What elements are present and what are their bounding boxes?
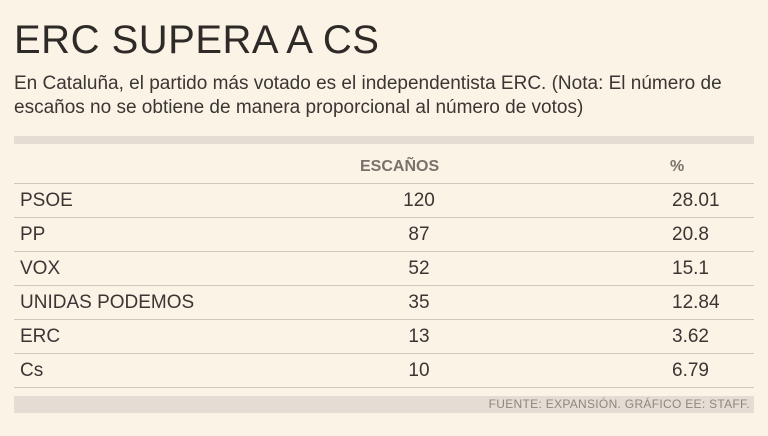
party-name: PP [14, 217, 344, 252]
percent-value: 3.62 [494, 319, 754, 354]
party-name: ERC [14, 319, 344, 354]
chart-subtitle: En Cataluña, el partido más votado es el… [14, 73, 722, 118]
seats-value: 13 [344, 319, 494, 354]
chart-title: ERC SUPERA A CS [14, 18, 380, 62]
table-header: ESCAÑOS % [14, 154, 754, 182]
party-name: PSOE [14, 183, 344, 218]
seats-value: 87 [344, 217, 494, 252]
source-footer: FUENTE: EXPANSIÓN. GRÁFICO EE: STAFF. [14, 396, 754, 413]
percent-value: 6.79 [494, 353, 754, 388]
percent-value: 12.84 [494, 285, 754, 320]
seats-value: 52 [344, 251, 494, 286]
seats-value: 120 [344, 183, 494, 218]
column-header-percent: % [670, 158, 685, 175]
percent-value: 20.8 [494, 217, 754, 252]
table-row: VOX 52 15.1 [14, 251, 754, 286]
percent-value: 28.01 [494, 183, 754, 218]
party-name: Cs [14, 353, 344, 388]
party-name: UNIDAS PODEMOS [14, 285, 344, 320]
seats-value: 10 [344, 353, 494, 388]
table-row: UNIDAS PODEMOS 35 12.84 [14, 285, 754, 320]
results-table: PSOE 120 28.01 PP 87 20.8 VOX 52 15.1 UN… [14, 183, 754, 388]
table-row: PSOE 120 28.01 [14, 183, 754, 218]
table-row: Cs 10 6.79 [14, 353, 754, 388]
table-row: ERC 13 3.62 [14, 319, 754, 354]
percent-value: 15.1 [494, 251, 754, 286]
seats-value: 35 [344, 285, 494, 320]
party-name: VOX [14, 251, 344, 286]
table-row: PP 87 20.8 [14, 217, 754, 252]
source-credit: FUENTE: EXPANSIÓN. GRÁFICO EE: STAFF. [488, 397, 750, 411]
top-divider [14, 136, 754, 144]
column-header-escanos: ESCAÑOS [360, 158, 440, 175]
